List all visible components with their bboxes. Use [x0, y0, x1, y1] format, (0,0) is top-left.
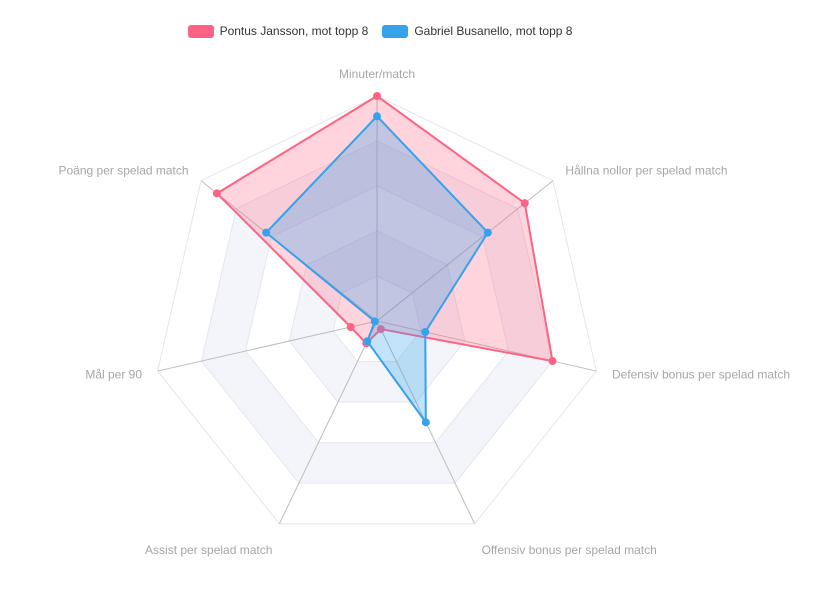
series-area-1: [265, 115, 489, 424]
series-0-point-3[interactable]: [376, 325, 385, 334]
series-1-point-3[interactable]: [421, 418, 430, 427]
radar-ring-2: [288, 230, 466, 403]
axis-label-0: Minuter/match: [339, 67, 415, 81]
radar-series: [212, 92, 557, 427]
axis-label-1: Hållna nollor per spelad match: [565, 164, 727, 178]
legend-swatch-pontus: [187, 24, 214, 38]
legend-item-gabriel-busanello[interactable]: Gabriel Busanello, mot topp 8: [382, 24, 572, 38]
series-0-point-1[interactable]: [520, 199, 529, 208]
legend-label-pontus: Pontus Jansson, mot topp 8: [219, 24, 369, 38]
series-0-point-0[interactable]: [373, 92, 381, 100]
radar-spoke-2: [376, 320, 597, 372]
legend-item-pontus-jansson[interactable]: Pontus Jansson, mot topp 8: [187, 24, 369, 38]
radar-ring-5: [157, 95, 597, 525]
radar-ring-4: [200, 140, 554, 484]
series-1-point-4[interactable]: [363, 337, 372, 346]
series-1-point-2[interactable]: [421, 328, 430, 337]
series-1-point-0[interactable]: [373, 112, 381, 121]
series-0-point-2[interactable]: [548, 357, 557, 366]
axis-label-4: Assist per spelad match: [145, 543, 272, 557]
series-area-0: [215, 95, 554, 363]
radar-spoke-5: [157, 320, 378, 372]
series-1-point-1[interactable]: [483, 228, 492, 237]
series-1-point-5[interactable]: [370, 317, 379, 326]
axis-label-6: Poäng per spelad match: [58, 164, 188, 178]
radar-grid: [157, 95, 597, 525]
series-1-point-6[interactable]: [262, 228, 271, 237]
radar-ring-1: [332, 275, 422, 363]
axis-label-2: Defensiv bonus per spelad match: [612, 368, 790, 382]
radar-ring-3: [244, 185, 510, 444]
legend: Pontus Jansson, mot topp 8 Gabriel Busan…: [0, 24, 760, 38]
legend-swatch-gabriel: [382, 24, 409, 38]
axis-label-5: Mål per 90: [85, 368, 142, 382]
radar-axis-labels: Minuter/match Hållna nollor per spelad ma…: [58, 67, 790, 557]
radar-spoke-4: [278, 320, 378, 524]
axis-label-3: Offensiv bonus per spelad match: [482, 543, 657, 557]
legend-label-gabriel: Gabriel Busanello, mot topp 8: [414, 24, 573, 38]
series-0-point-6[interactable]: [212, 189, 221, 198]
series-0-point-5[interactable]: [346, 323, 355, 332]
